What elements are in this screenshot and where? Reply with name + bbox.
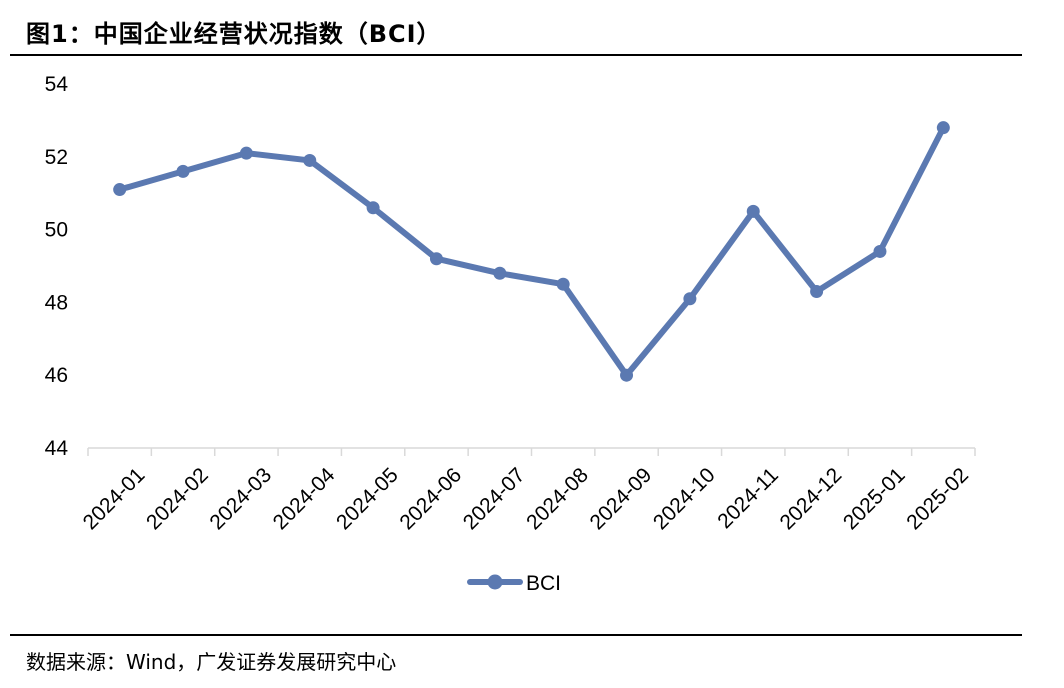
data-point [493,266,507,280]
bottom-rule [10,634,1022,636]
y-tick-label: 46 [45,364,68,387]
data-point [936,121,950,135]
source-note: 数据来源：Wind，广发证券发展研究中心 [26,650,397,674]
x-tick-label: 2024-05 [332,463,403,534]
y-tick-label: 48 [45,291,68,314]
series-points [113,121,950,382]
legend-marker-bci [487,574,503,590]
x-tick-label: 2024-09 [585,463,656,534]
x-tick-label: 2024-11 [713,463,783,533]
series-line-bci [116,124,947,379]
figure-title: 图1：中国企业经营状况指数（BCI） [26,20,442,48]
x-axis-labels: 2024-012024-022024-032024-042024-052024-… [79,463,973,534]
x-tick-label: 2024-07 [459,463,530,534]
y-tick-label: 54 [45,73,69,96]
x-tick-label: 2024-06 [395,463,466,534]
x-tick-label: 2024-12 [776,463,847,534]
legend: BCI [467,572,561,595]
data-point [810,284,824,298]
top-rule [10,54,1022,56]
data-point [746,204,760,218]
x-tick-label: 2024-08 [522,463,593,534]
x-tick-label: 2024-10 [649,463,720,534]
x-tick-label: 2024-01 [79,463,150,534]
y-tick-label: 52 [45,146,68,169]
data-point [429,252,443,266]
x-tick-label: 2024-03 [205,463,276,534]
x-tick-label: 2024-04 [269,463,340,534]
data-point [176,164,190,178]
data-point [366,201,380,215]
y-tick-label: 50 [45,219,68,242]
data-point [556,277,570,291]
legend-label-bci: BCI [526,572,561,595]
y-tick-label: 44 [45,437,69,460]
y-axis-ticks: 44 46 48 50 52 54 [45,73,69,460]
x-tick-label: 2024-02 [142,463,213,534]
data-point [303,153,317,167]
data-point [683,292,697,306]
x-tick-label: 2025-02 [902,463,973,534]
x-tick-label: 2025-01 [839,463,910,534]
x-axis-tick-marks [87,448,976,456]
data-point [113,183,127,197]
data-point [239,146,253,160]
data-point [873,244,887,258]
data-point [620,368,634,382]
